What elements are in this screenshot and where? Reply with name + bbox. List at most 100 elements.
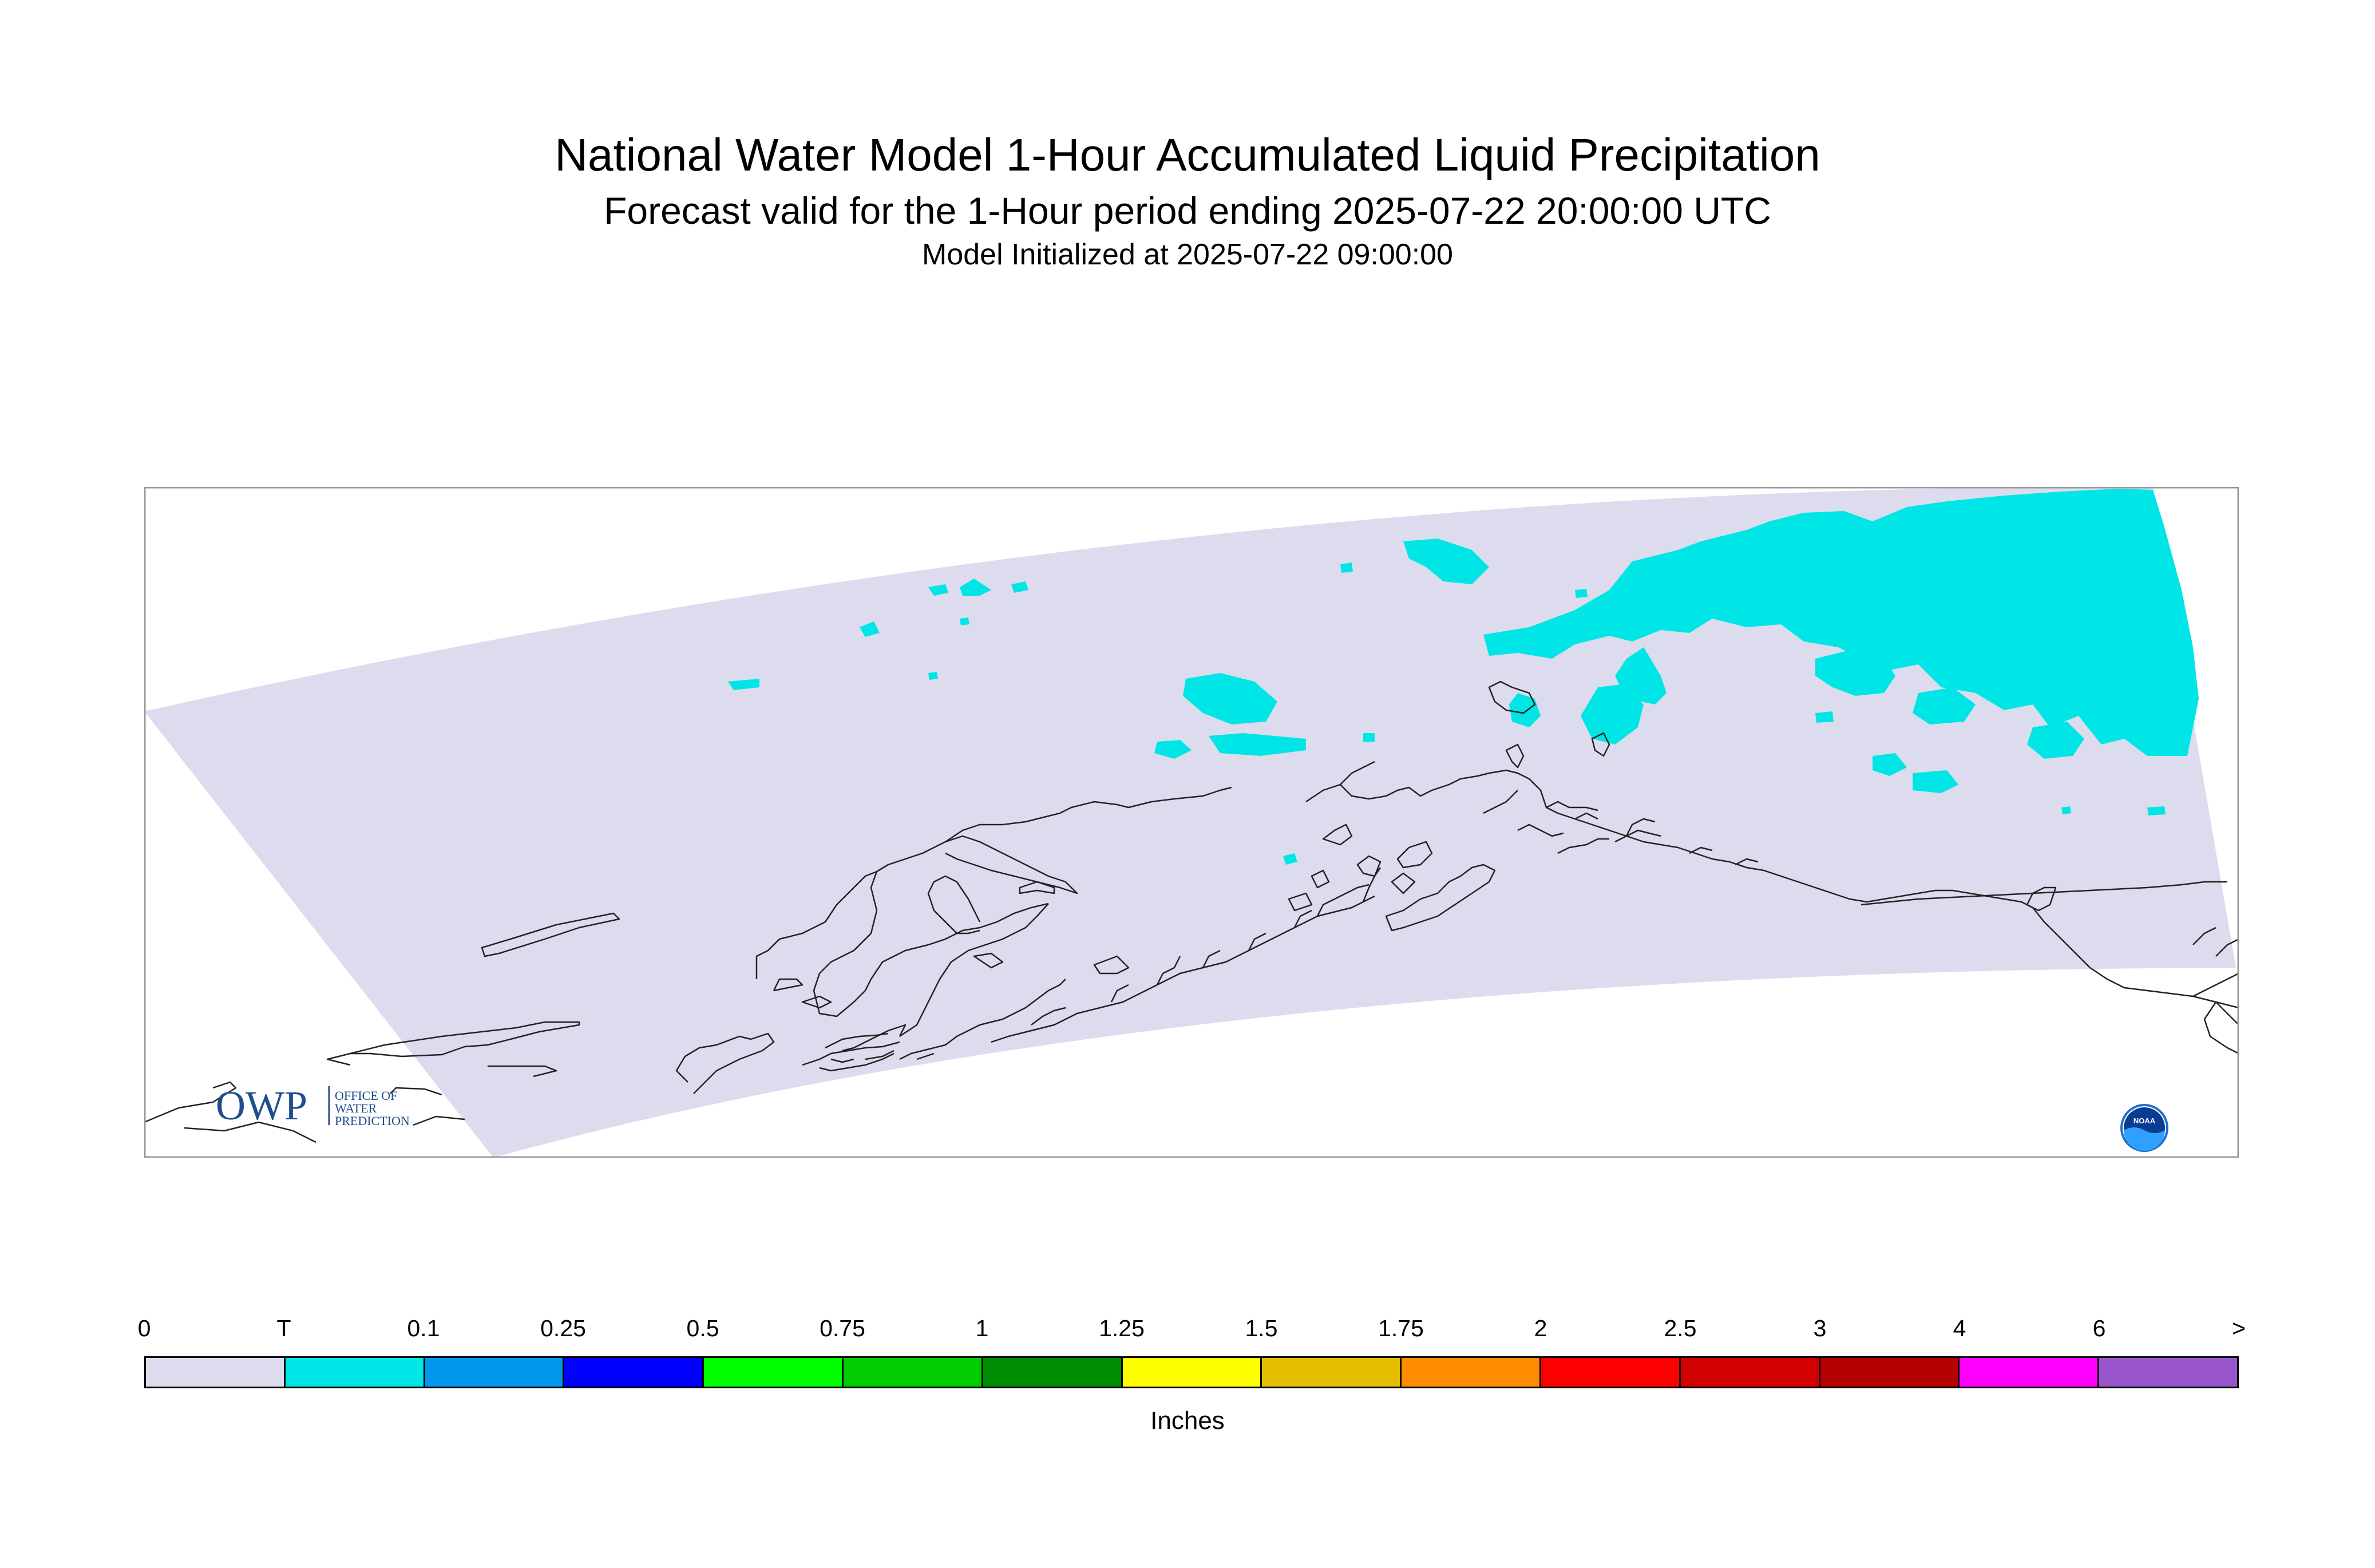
chart-title: National Water Model 1-Hour Accumulated … [555,129,1820,180]
colorbar-tick-label: 1.75 [1378,1315,1424,1341]
precip-area [928,584,948,596]
coastline [2203,1001,2239,1055]
precip-area [1403,538,1489,584]
precip-area [1483,489,2199,756]
coastline [813,871,1049,1017]
coastline [927,875,981,935]
coastline [2215,1001,2239,1025]
coastline [1093,955,1130,975]
coastline [1488,680,1536,714]
precip-area [1183,673,1277,724]
coastline [865,1050,894,1060]
precip-area [928,672,938,680]
chart-subtitle: Forecast valid for the 1-Hour period end… [604,189,1771,232]
noaa-logo-text: NOAA [2133,1116,2156,1125]
colorbar-box [146,1358,286,1387]
colorbar-tick-label: T [276,1315,291,1341]
coastline [1546,801,1598,811]
coastline [413,1115,465,1126]
precip-area [960,579,991,596]
owp-logo-line-3: PREDICTION [335,1114,410,1128]
colorbar-tick-label: 1.25 [1099,1315,1145,1341]
coastline [1288,892,1313,912]
owp-logo-line-1: OFFICE OF [335,1088,397,1103]
precip-area [1913,770,1958,793]
precip-area [860,621,880,637]
coastline [144,1081,237,1123]
precip-area [1154,740,1192,759]
coastline [1614,829,1661,843]
coastline [991,895,1375,1043]
precipitation-colorbar: 0 T 0.1 0.25 0.5 0.75 1 1.25 1.5 1.75 2 2.5 3 4 6 > [138,1315,2246,1418]
colorbar-tick-label: 0.5 [686,1315,719,1341]
coastline [830,1058,854,1063]
coastline [1031,1007,1066,1025]
colorbar-box [1402,1358,1541,1387]
colorbar-box [285,1358,425,1387]
colorbar-box [1680,1358,1820,1387]
precip-area [1815,711,1834,723]
precip-area [1283,853,1297,865]
coastline [899,903,1049,1038]
coastline [801,995,832,1009]
owp-logo: OWP OFFICE OF WATER PREDICTION [216,1083,410,1129]
coastline [1386,769,1518,797]
coastline [1517,823,1564,837]
precip-area [2147,806,2166,815]
precip-area [1363,733,1375,742]
colorbar-tick-label: 6 [2092,1315,2106,1341]
coastline [1362,867,1382,902]
precip-area [1873,753,1907,776]
coastline [675,1035,751,1083]
coastline [1385,864,1496,932]
precip-area [1815,650,1895,696]
colorbar-tick-label: 2 [1534,1315,1547,1341]
colorbar-box [1262,1358,1402,1387]
colorbar-box [2099,1358,2237,1387]
coastline [326,1052,351,1066]
coastline [1625,818,1656,837]
coastline [1356,855,1382,877]
colorbar-tick-label: > [2232,1315,2246,1341]
colorbar-tick-label: 2.5 [1664,1315,1697,1341]
map-frame [144,487,2239,1158]
coastline [488,1065,557,1078]
coastline [755,786,1232,979]
precip-area [1581,684,1644,745]
coastline [1248,932,1266,951]
coastline [693,1032,775,1094]
coastline [1591,732,1610,757]
model-domain-area [144,487,2236,1158]
colorbar-tick-label: 0.1 [407,1315,440,1341]
coastline [390,1087,442,1096]
colorbar-box [564,1358,704,1387]
coastline [1574,812,1598,820]
coastline [350,1021,580,1058]
precip-area [2027,722,2084,759]
precip-area [1209,733,1306,756]
coastline [802,1041,900,1066]
colorbar-box [1541,1358,1681,1387]
coastline [1483,790,1518,814]
coastline [1517,772,2033,909]
coastline [1505,743,1525,769]
coastline [773,978,803,992]
coastline [1557,838,1609,854]
coastline [1340,784,1387,800]
coastline [1391,872,1416,894]
coastline [1861,881,2227,906]
colorbar-box [1820,1358,1960,1387]
coastline [973,952,1004,969]
coastlines [144,680,2239,1143]
coastline [1689,846,1713,854]
colorbar-tick-label: 1 [975,1315,989,1341]
precip-area [1011,581,1028,593]
owp-logo-mark: OWP [216,1083,307,1129]
precip-area [2061,806,2071,814]
precipitation-map: OWP OFFICE OF WATER PREDICTION NOAA [144,487,2239,1158]
coastline [1019,881,1055,894]
precip-area [1575,589,1588,598]
colorbar-boxes [144,1356,2239,1388]
coastline [184,1121,316,1143]
precipitation-areas [728,489,2199,865]
